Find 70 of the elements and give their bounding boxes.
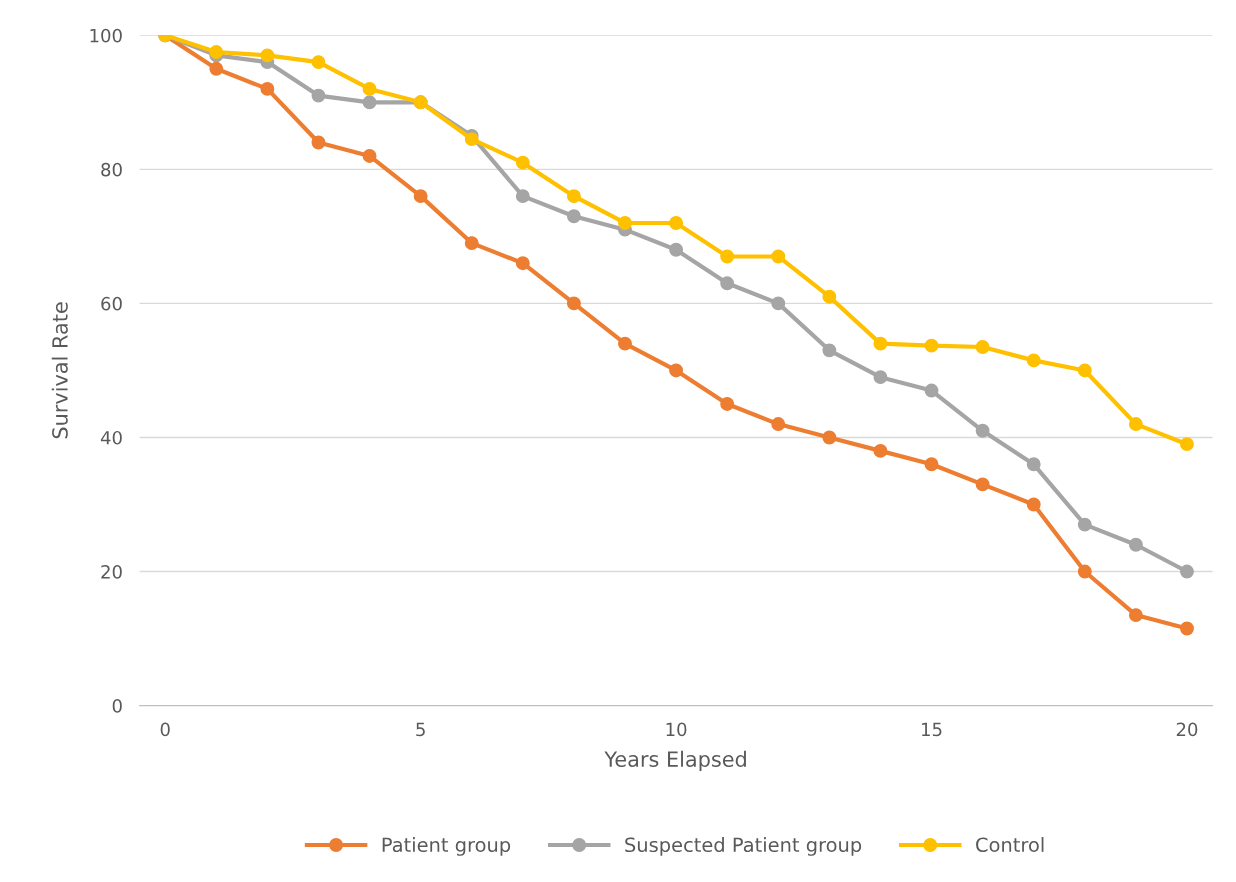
point bbox=[822, 430, 837, 445]
point bbox=[771, 249, 786, 264]
point bbox=[209, 61, 224, 76]
point bbox=[1026, 353, 1041, 368]
point bbox=[209, 45, 224, 59]
point bbox=[1180, 621, 1194, 636]
point bbox=[975, 423, 990, 438]
point bbox=[975, 340, 990, 354]
point bbox=[1077, 564, 1092, 579]
x-tick-label: 15 bbox=[922, 722, 942, 737]
point bbox=[924, 338, 939, 353]
point bbox=[1077, 517, 1092, 532]
point bbox=[464, 236, 479, 251]
point bbox=[975, 477, 990, 492]
point bbox=[822, 343, 837, 358]
point bbox=[1026, 497, 1041, 512]
point bbox=[924, 383, 939, 398]
point bbox=[1128, 417, 1143, 432]
point bbox=[362, 148, 377, 163]
x-axis-title: Years Elapsed bbox=[604, 750, 746, 772]
point bbox=[1128, 537, 1143, 552]
point bbox=[822, 289, 837, 304]
y-tick-label: 40 bbox=[100, 430, 122, 445]
point bbox=[1180, 564, 1194, 579]
point bbox=[311, 135, 326, 150]
x-tick-label: 0 bbox=[160, 722, 170, 737]
point bbox=[771, 296, 786, 311]
point bbox=[1077, 363, 1092, 378]
point bbox=[362, 95, 377, 110]
legend-label: Patient group bbox=[382, 837, 511, 856]
point bbox=[260, 48, 275, 63]
point bbox=[720, 397, 735, 411]
point bbox=[873, 443, 888, 458]
y-tick-label: 60 bbox=[101, 296, 122, 311]
point bbox=[311, 55, 326, 70]
point bbox=[924, 457, 939, 472]
point bbox=[515, 189, 530, 204]
point bbox=[1128, 608, 1143, 623]
legend-label: Suspected Patient group bbox=[625, 837, 862, 856]
point bbox=[515, 256, 530, 271]
point bbox=[771, 417, 786, 432]
point bbox=[260, 81, 275, 96]
point bbox=[873, 336, 888, 351]
point bbox=[566, 296, 581, 311]
y-tick-label: 20 bbox=[101, 565, 122, 579]
point bbox=[720, 249, 735, 264]
point bbox=[515, 155, 530, 170]
point bbox=[873, 370, 888, 385]
point bbox=[1026, 457, 1041, 472]
y-tick-label: 0 bbox=[112, 699, 122, 713]
x-tick-label: 5 bbox=[416, 722, 425, 737]
point bbox=[1180, 437, 1194, 452]
legend-label: Control bbox=[976, 837, 1044, 853]
y-tick-label: 80 bbox=[101, 162, 122, 177]
point bbox=[669, 216, 684, 230]
point bbox=[311, 88, 326, 103]
y-axis-title: Survival Rate bbox=[51, 302, 68, 439]
point bbox=[566, 189, 581, 204]
point bbox=[566, 209, 581, 224]
point bbox=[720, 276, 735, 291]
x-tick-label: 10 bbox=[666, 722, 687, 737]
point bbox=[618, 336, 632, 351]
point bbox=[669, 242, 684, 257]
point bbox=[618, 216, 632, 230]
point bbox=[362, 81, 377, 96]
point bbox=[413, 189, 428, 204]
point bbox=[464, 132, 479, 147]
x-tick-label: 20 bbox=[1176, 722, 1198, 737]
y-tick-label: 100 bbox=[90, 28, 122, 43]
point bbox=[669, 363, 684, 378]
